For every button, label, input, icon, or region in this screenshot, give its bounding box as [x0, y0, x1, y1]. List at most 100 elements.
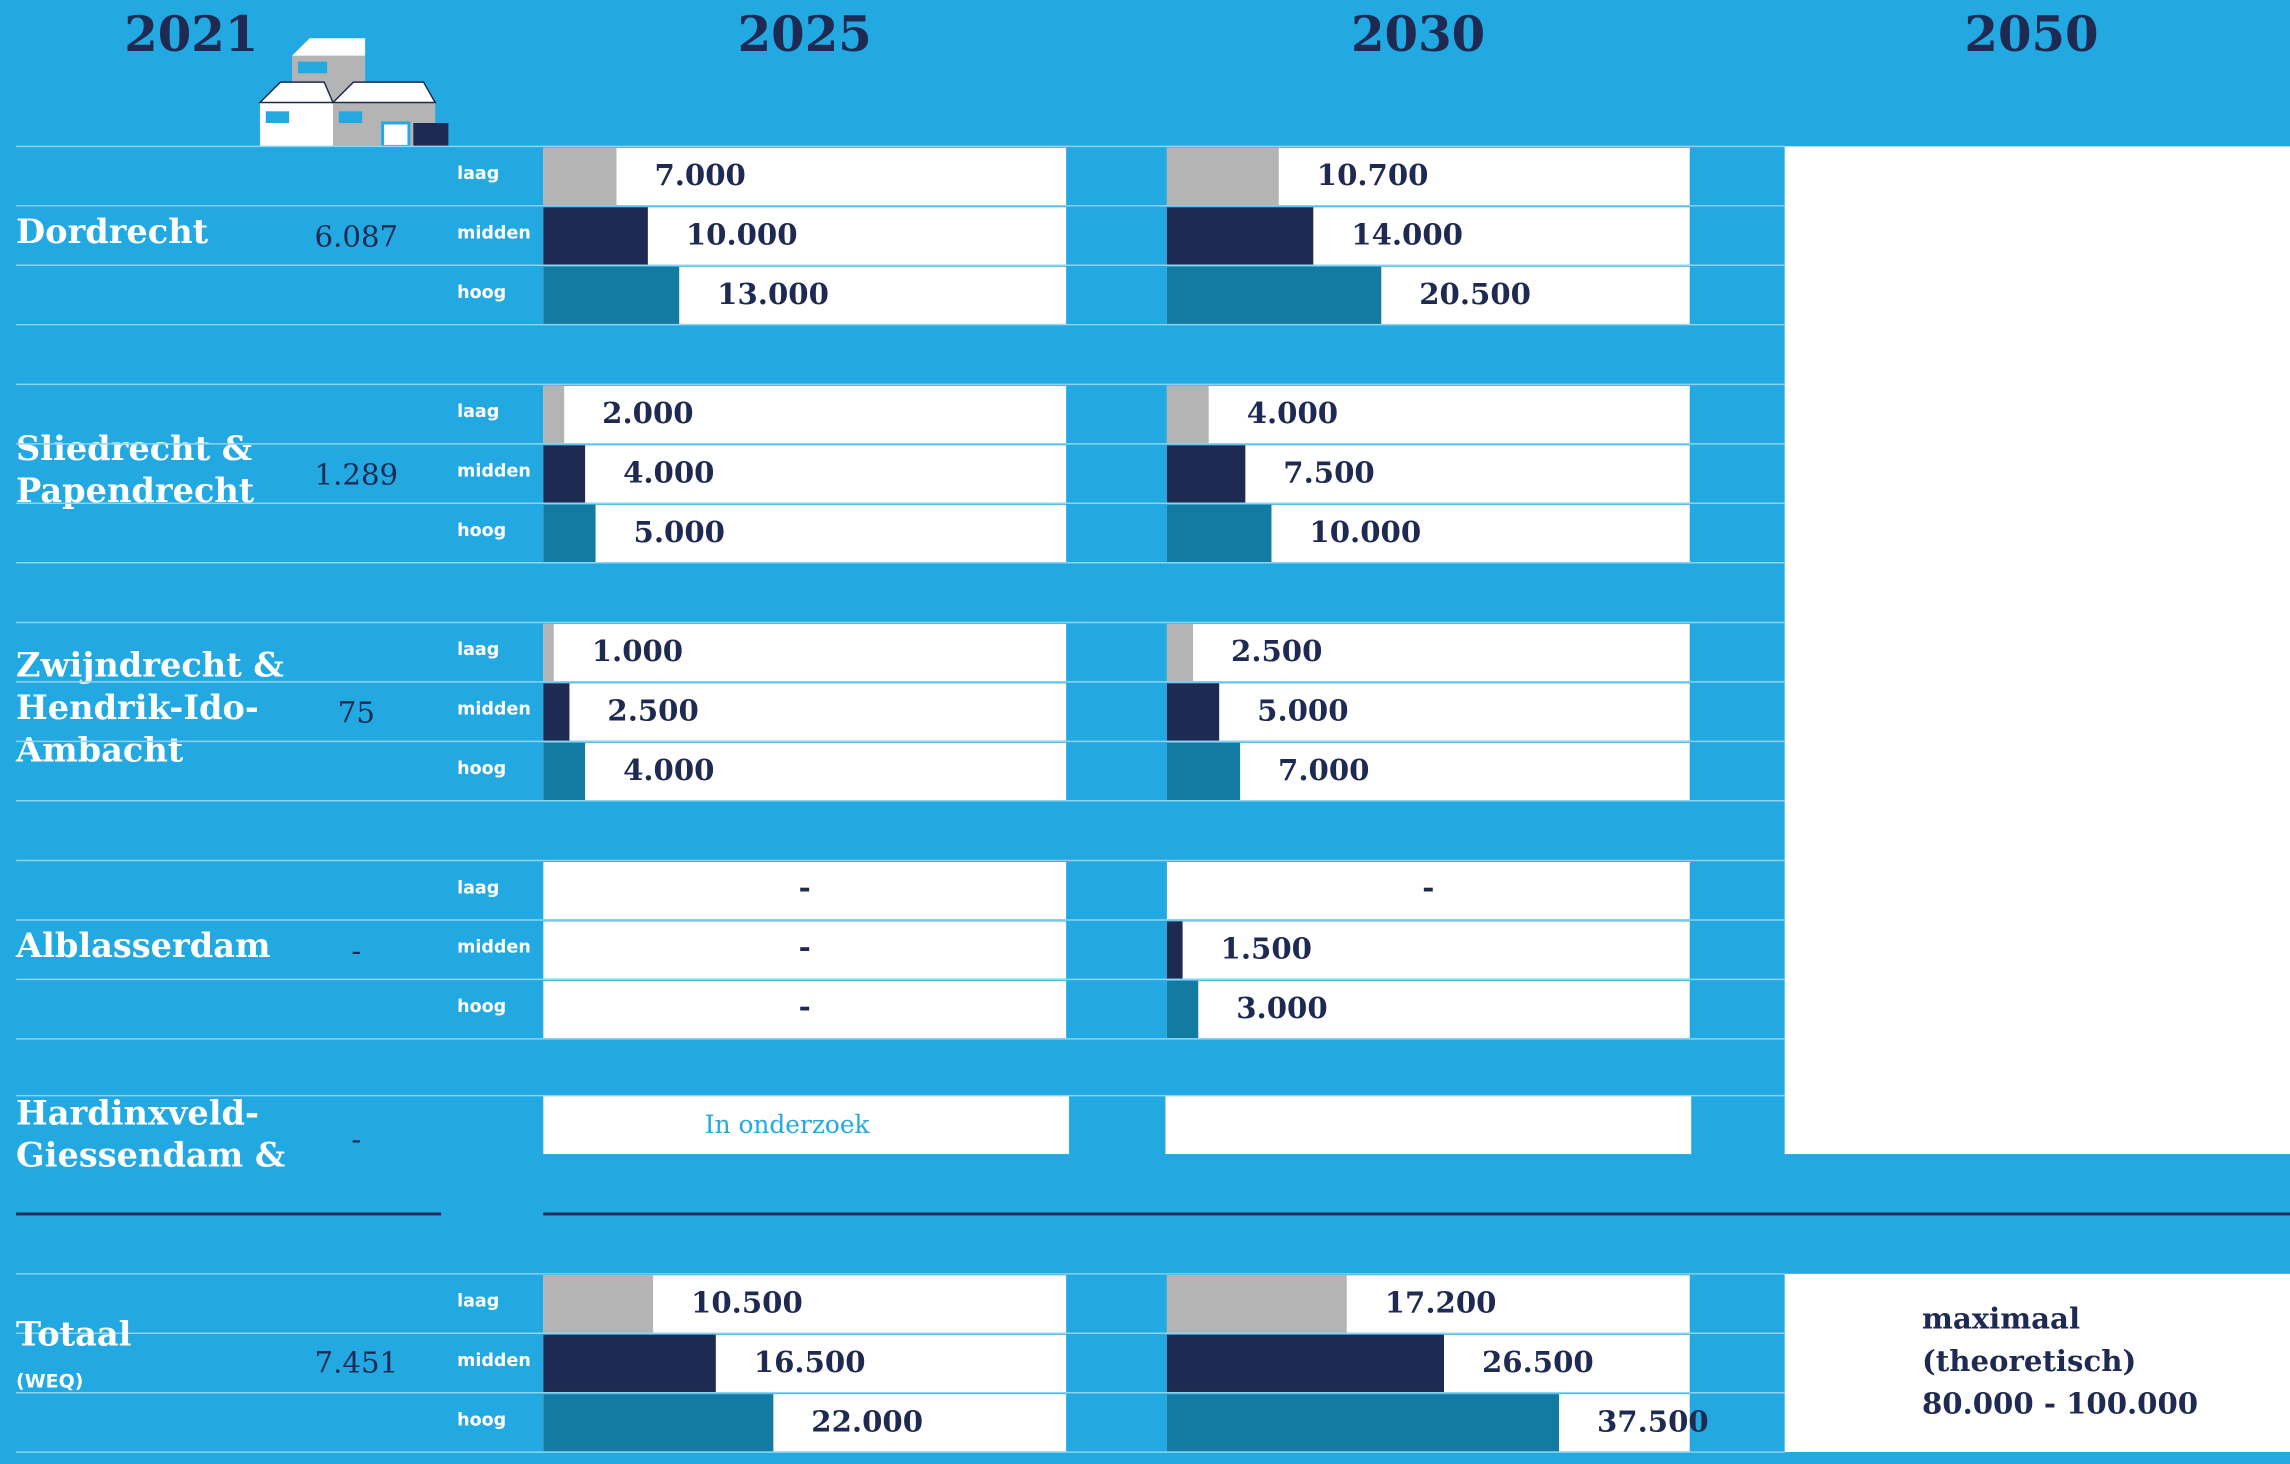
scenario-label: midden: [457, 1351, 531, 1371]
bar: [1167, 683, 1219, 740]
value-label: 26.500: [1482, 1345, 1594, 1379]
region-name: Papendrecht: [16, 470, 255, 510]
value-label: 10.500: [691, 1286, 803, 1320]
total-2050: 80.000 - 100.000: [1922, 1386, 2198, 1420]
scenario-label: hoog: [457, 1410, 506, 1430]
bar: [543, 683, 569, 740]
scenario-label: midden: [457, 938, 531, 958]
value-label: 16.500: [754, 1345, 866, 1379]
bar: [543, 624, 553, 681]
panel-2050: [1785, 146, 2290, 1154]
bar: [543, 445, 585, 502]
scenario-label: midden: [457, 462, 531, 482]
region-name: Zwijndrecht &: [16, 645, 284, 685]
year-header: 2050: [1964, 7, 2098, 63]
bar: [543, 1394, 773, 1451]
total-unit: (WEQ): [16, 1370, 83, 1392]
value-label: 4.000: [1247, 396, 1338, 430]
year-header: 2021: [124, 7, 258, 63]
value-label: 13.000: [717, 277, 829, 311]
cell: [543, 743, 1066, 800]
value-label: 2.500: [607, 694, 698, 728]
scenario-label: hoog: [457, 997, 506, 1017]
bar: [1167, 267, 1381, 324]
bar: [1167, 981, 1198, 1038]
region-name: Dordrecht: [16, 211, 209, 251]
value-label: 37.500: [1597, 1404, 1709, 1438]
scenario-label: hoog: [457, 759, 506, 779]
value-label: 4.000: [623, 456, 714, 490]
bar: [1167, 445, 1245, 502]
value-label: 5.000: [634, 515, 725, 549]
bar: [543, 1275, 653, 1332]
bar: [1167, 921, 1183, 978]
total-2050: maximaal: [1922, 1302, 2080, 1336]
scenario-label: hoog: [457, 283, 506, 303]
scenario-label: midden: [457, 700, 531, 720]
scenario-label: hoog: [457, 521, 506, 541]
value-label: 7.500: [1283, 456, 1374, 490]
value-label: -: [799, 930, 811, 964]
year-header: 2025: [738, 7, 872, 63]
cell: [1167, 683, 1690, 740]
value-label: 5.000: [1257, 694, 1348, 728]
value-label: -: [799, 871, 811, 905]
scenario-label: laag: [457, 878, 499, 898]
cell: [1167, 386, 1690, 443]
cell: [1167, 743, 1690, 800]
current-value: 1.289: [315, 457, 399, 491]
current-value: -: [351, 1122, 361, 1156]
cell: [543, 505, 1066, 562]
value-label: -: [1422, 871, 1434, 905]
cell: [543, 445, 1066, 502]
bar: [543, 267, 679, 324]
bar: [1167, 148, 1279, 205]
value-label: 10.700: [1317, 158, 1429, 192]
year-header: 2030: [1351, 7, 1485, 63]
bar: [1167, 207, 1313, 264]
region-name: Giessendam &: [16, 1135, 285, 1175]
current-value: -: [351, 934, 361, 968]
bar: [1167, 624, 1193, 681]
value-label: 17.200: [1385, 1286, 1497, 1320]
cell: [543, 148, 1066, 205]
scenario-label: laag: [457, 402, 499, 422]
value-label: 2.500: [1231, 634, 1322, 668]
region-name: Hendrik-Ido-: [16, 687, 259, 727]
bar: [543, 207, 648, 264]
scenario-label: laag: [457, 1292, 499, 1312]
bar: [1167, 1394, 1559, 1451]
scenario-label: midden: [457, 224, 531, 244]
value-label: 20.500: [1419, 277, 1531, 311]
total-2050: (theoretisch): [1922, 1344, 2136, 1378]
bar: [543, 148, 616, 205]
scenario-label: laag: [457, 640, 499, 660]
value-label: 1.000: [592, 634, 683, 668]
bar: [1167, 386, 1209, 443]
value-label: 3.000: [1236, 991, 1327, 1025]
bar: [1167, 743, 1240, 800]
current-value: 7.451: [315, 1345, 399, 1379]
value-label: 14.000: [1351, 217, 1463, 251]
value-label: 10.000: [1309, 515, 1421, 549]
current-value: 75: [338, 695, 375, 729]
bar: [1167, 1275, 1347, 1332]
bar: [543, 1335, 716, 1392]
region-name: Alblasserdam: [15, 925, 270, 965]
value-label: 7.000: [1278, 753, 1369, 787]
value-label: 2.000: [602, 396, 693, 430]
value-label: 7.000: [654, 158, 745, 192]
total-name: Totaal: [16, 1314, 131, 1354]
value-label: 4.000: [623, 753, 714, 787]
scenario-label: laag: [457, 164, 499, 184]
value-label: 22.000: [811, 1404, 923, 1438]
region-name: Hardinxveld-: [16, 1092, 259, 1132]
note: In onderzoek: [705, 1110, 871, 1139]
bar: [543, 505, 595, 562]
bar: [543, 743, 585, 800]
region-name: Ambacht: [15, 729, 184, 769]
bar: [1167, 1335, 1444, 1392]
current-value: 6.087: [315, 219, 399, 253]
value-label: -: [799, 990, 811, 1024]
region-name: Sliedrecht &: [16, 428, 252, 468]
